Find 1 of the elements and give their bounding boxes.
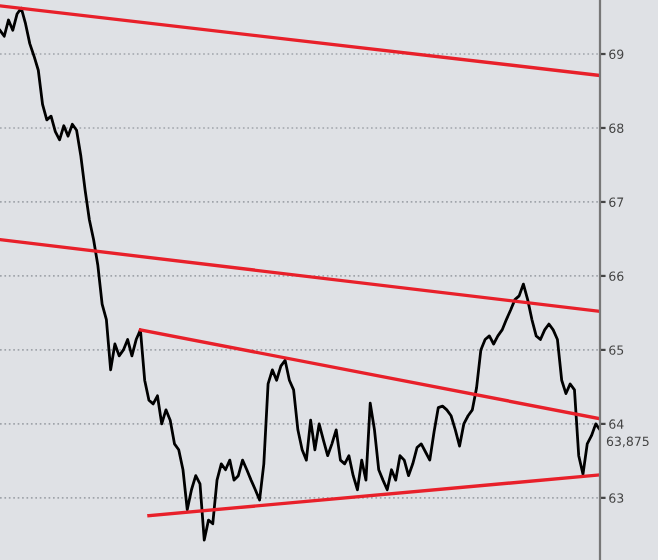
- line-series: [0, 6, 600, 542]
